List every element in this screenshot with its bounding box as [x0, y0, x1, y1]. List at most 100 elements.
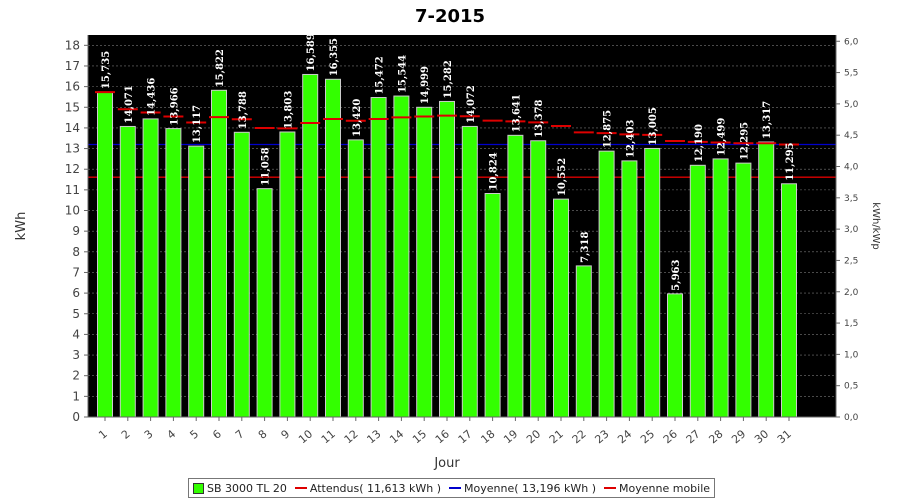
- bar: [393, 95, 410, 418]
- bar-value-label: 15,472: [375, 56, 386, 94]
- y-tick-label: 8: [72, 245, 80, 259]
- x-tick-label: 25: [638, 427, 657, 446]
- bar: [667, 293, 683, 418]
- y-tick-label: 5: [72, 307, 80, 321]
- x-tick-label: 22: [570, 427, 589, 446]
- x-tick-label: 2: [119, 427, 133, 441]
- bar: [530, 140, 547, 418]
- legend-item-production: SB 3000 TL 20: [193, 482, 287, 495]
- y2-tick-label: 5,5: [844, 69, 858, 79]
- bar: [439, 100, 455, 418]
- y-tick-label: 1: [72, 389, 80, 403]
- chart-title: 7-2015: [415, 6, 485, 27]
- y2-tick-label: 4,0: [844, 163, 859, 173]
- y-tick-label: 10: [65, 204, 80, 218]
- x-tick-label: 20: [524, 427, 543, 446]
- bar: [119, 125, 136, 418]
- y2-tick-label: 0,0: [844, 413, 859, 423]
- bar: [712, 158, 729, 418]
- legend-item-moyenne-mobile: Moyenne mobile: [604, 482, 710, 495]
- legend-label-moyenne-mobile: Moyenne mobile: [619, 481, 711, 495]
- bar-value-label: 13,641: [511, 94, 522, 132]
- y-axis-label: kWh: [14, 212, 29, 241]
- bar-value-label: 12,875: [603, 110, 614, 148]
- bar-value-label: 14,999: [420, 66, 431, 104]
- x-tick-label: 24: [615, 427, 634, 446]
- legend-label-moyenne: Moyenne( 13,196 kWh ): [464, 481, 597, 495]
- bar: [758, 141, 775, 418]
- y-tick-label: 7: [72, 265, 80, 279]
- bar: [325, 78, 341, 418]
- y2-tick-label: 2,0: [844, 288, 859, 298]
- bar: [416, 106, 433, 418]
- x-tick-label: 19: [501, 427, 520, 446]
- x-tick-label: 30: [752, 427, 771, 446]
- bar: [302, 73, 319, 418]
- bar: [461, 125, 478, 418]
- x-tick-label: 5: [187, 427, 201, 441]
- bar-value-label: 10,552: [557, 158, 568, 196]
- bar-value-label: 14,072: [466, 85, 477, 123]
- y-tick-label: 16: [65, 80, 80, 94]
- x-tick-label: 10: [296, 427, 315, 446]
- y-tick-label: 3: [72, 348, 80, 362]
- y2-axis-label: kWh/kWp: [870, 202, 881, 249]
- x-tick-label: 11: [319, 427, 338, 446]
- bar-value-label: 10,824: [489, 152, 500, 190]
- bar-value-label: 12,403: [625, 120, 636, 158]
- bar-value-label: 5,963: [671, 260, 682, 291]
- legend-swatch-production: [193, 482, 204, 494]
- x-tick-label: 16: [433, 427, 452, 446]
- x-tick-label: 13: [364, 427, 383, 446]
- bar-value-label: 13,803: [283, 91, 294, 129]
- bar-value-label: 15,822: [215, 49, 226, 87]
- bar-value-label: 11,058: [261, 147, 272, 185]
- x-tick-label: 31: [775, 427, 794, 446]
- bar-value-label: 15,282: [443, 60, 454, 98]
- y-tick-label: 2: [72, 369, 80, 383]
- legend-swatch-moyenne: [449, 487, 462, 489]
- y-tick-label: 13: [65, 142, 80, 156]
- x-tick-label: 8: [256, 427, 270, 441]
- bar: [142, 118, 159, 418]
- bar-value-label: 13,317: [762, 101, 773, 139]
- bar: [97, 91, 113, 418]
- bar-value-label: 12,295: [739, 122, 750, 160]
- bar: [598, 150, 615, 418]
- legend-swatch-attendus: [294, 487, 307, 489]
- x-tick-label: 15: [410, 427, 429, 446]
- bar: [735, 162, 752, 418]
- y2-tick-label: 6,0: [844, 37, 859, 47]
- bar: [347, 139, 364, 418]
- bar: [781, 183, 797, 418]
- bar-value-label: 14,071: [124, 85, 135, 123]
- x-tick-label: 7: [233, 427, 247, 441]
- x-tick-label: 29: [729, 427, 748, 446]
- y-tick-label: 18: [65, 38, 80, 52]
- y-tick-label: 14: [65, 121, 80, 135]
- x-tick-label: 18: [478, 427, 497, 446]
- legend-swatch-moyenne-mobile: [604, 487, 617, 489]
- bar: [484, 192, 501, 418]
- x-tick-label: 21: [547, 427, 566, 446]
- y-tick-label: 11: [65, 183, 80, 197]
- y-tick-label: 12: [65, 162, 80, 176]
- bar-value-label: 7,318: [580, 232, 591, 263]
- bar: [279, 131, 296, 418]
- x-tick-label: 1: [96, 427, 110, 441]
- y-tick-label: 6: [72, 286, 80, 300]
- bar: [575, 265, 592, 418]
- bar: [621, 160, 638, 418]
- bar: [507, 134, 524, 418]
- y2-tick-label: 4,5: [844, 131, 858, 141]
- x-tick-label: 23: [592, 427, 611, 446]
- x-tick-label: 27: [684, 427, 703, 446]
- y2-tick-label: 3,5: [844, 194, 858, 204]
- legend-item-moyenne: Moyenne( 13,196 kWh ): [449, 482, 596, 495]
- bar: [256, 188, 273, 418]
- y2-tick-label: 5,0: [844, 100, 859, 110]
- x-tick-label: 6: [210, 427, 224, 441]
- x-tick-label: 26: [661, 427, 680, 446]
- bar-value-label: 13,788: [238, 91, 249, 129]
